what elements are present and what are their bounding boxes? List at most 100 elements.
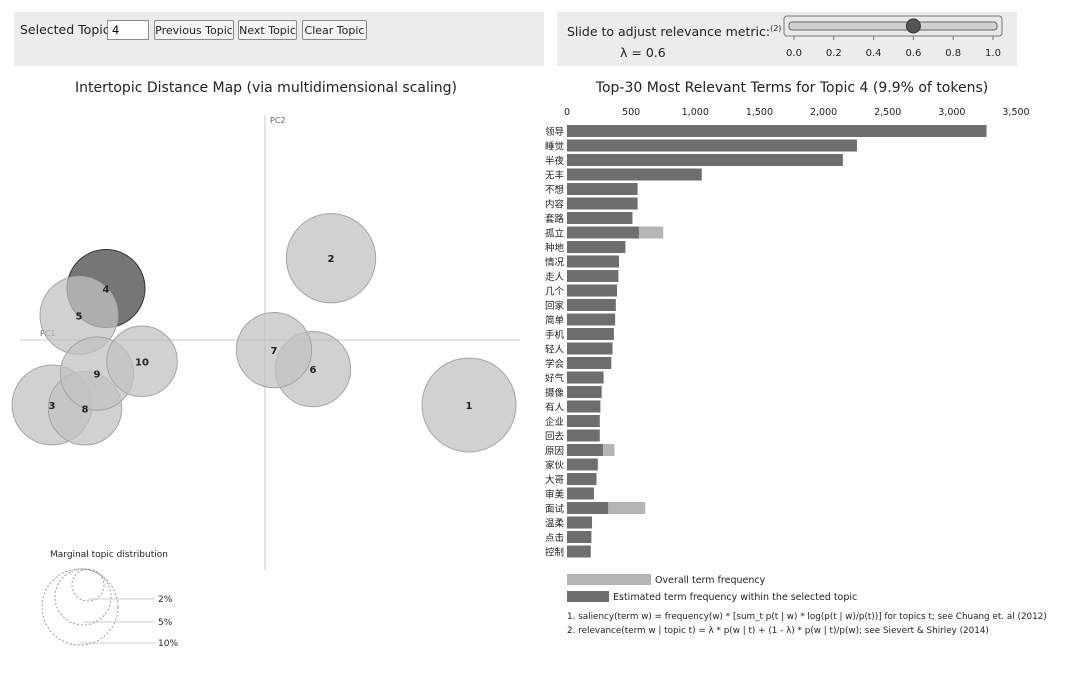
topic-label-5: 5 (76, 311, 83, 322)
term-label[interactable]: 审美 (545, 489, 564, 501)
term-label[interactable]: 控制 (545, 547, 564, 559)
next-topic-button[interactable]: Next Topic (238, 20, 297, 40)
bar-topic[interactable] (567, 531, 592, 543)
bar-topic[interactable] (567, 154, 843, 166)
bar-topic[interactable] (567, 183, 638, 195)
term-label[interactable]: 大哥 (545, 474, 564, 486)
term-label[interactable]: 回去 (545, 431, 564, 443)
bar-topic[interactable] (567, 255, 619, 268)
topic-label-3: 3 (49, 401, 56, 412)
term-label[interactable]: 手机 (545, 329, 564, 341)
term-label[interactable]: 面试 (545, 503, 564, 515)
bar-topic[interactable] (567, 473, 597, 485)
topic-circle-10[interactable] (106, 325, 178, 398)
x-tick-label: 0 (564, 107, 570, 118)
bar-topic[interactable] (567, 270, 619, 282)
topic-label-8: 8 (82, 404, 89, 415)
bar-topic[interactable] (567, 139, 857, 152)
x-tick-label: 1,000 (682, 107, 709, 118)
bar-topic[interactable] (567, 458, 598, 471)
term-label[interactable]: 内容 (545, 199, 564, 211)
bar-topic[interactable] (567, 429, 600, 442)
slider-tick-label: 1.0 (985, 48, 1001, 59)
bar-topic[interactable] (567, 444, 603, 456)
term-label[interactable]: 好气 (545, 373, 564, 385)
term-label[interactable]: 企业 (545, 416, 564, 428)
bar-topic[interactable] (567, 545, 591, 558)
relevance-slider[interactable]: 0.0 0.2 0.4 0.6 0.8 1.0 (557, 12, 1017, 66)
term-label[interactable]: 所有人 (545, 402, 564, 414)
bar-topic[interactable] (567, 125, 987, 137)
slider-tick-label: 0.6 (905, 48, 921, 59)
bar-topic[interactable] (567, 168, 702, 181)
slider-tick-label: 0.4 (866, 48, 882, 59)
bar-topic[interactable] (567, 342, 613, 355)
term-label[interactable]: 大半夜 (545, 155, 564, 167)
bar-topic[interactable] (567, 502, 609, 514)
term-label[interactable]: 睡觉 (545, 141, 564, 153)
bar-topic[interactable] (567, 386, 602, 398)
marginal-legend: 2% 5% 10% (41, 568, 178, 649)
bar-topic[interactable] (567, 357, 612, 369)
term-label[interactable]: 回家 (545, 300, 564, 312)
topic-label-6: 6 (310, 365, 317, 376)
footnote-saliency: 1. saliency(term w) = frequency(w) * [su… (567, 612, 1047, 622)
x-tick-label: 2,000 (810, 107, 837, 118)
term-label[interactable]: 走人 (545, 272, 564, 283)
bar-topic[interactable] (567, 400, 601, 413)
topic-label-10: 10 (135, 357, 149, 368)
term-label[interactable]: 年轻人 (545, 344, 564, 356)
term-label[interactable]: 无丰 (545, 170, 564, 182)
term-label[interactable]: 简单 (545, 315, 564, 327)
bar-topic[interactable] (567, 241, 626, 253)
legend-topic-swatch (567, 591, 609, 602)
bar-topic[interactable] (567, 212, 633, 224)
term-label[interactable]: 不想 (545, 184, 564, 196)
slider-footnote-ref: (2) (770, 24, 782, 33)
term-label[interactable]: 几个 (545, 287, 564, 298)
term-label[interactable]: 好家伙 (545, 460, 564, 472)
relevance-slider-panel: Slide to adjust relevance metric:(2) λ =… (557, 12, 1017, 66)
term-label[interactable]: 情况 (545, 257, 564, 269)
legend-5pct: 5% (158, 618, 173, 628)
topic-control-panel: Selected Topic: Previous Topic Next Topi… (14, 12, 544, 66)
intertopic-distance-map: Intertopic Distance Map (via multidimens… (11, 80, 520, 649)
x-tick-label: 3,000 (938, 107, 965, 118)
bar-topic[interactable] (567, 371, 604, 384)
term-label[interactable]: 学会 (545, 358, 564, 370)
previous-topic-button[interactable]: Previous Topic (154, 20, 234, 40)
slider-tick-label: 0.8 (945, 48, 961, 59)
term-label[interactable]: 套路 (545, 213, 564, 225)
legend-10pct: 10% (158, 639, 178, 649)
topic-circle-1[interactable] (421, 357, 517, 453)
bar-topic[interactable] (567, 197, 638, 210)
bar-topic[interactable] (567, 313, 616, 326)
bar-topic[interactable] (567, 299, 616, 311)
bar-topic[interactable] (567, 415, 600, 427)
bar-topic[interactable] (567, 284, 618, 297)
bar-topic[interactable] (567, 328, 614, 340)
term-label[interactable]: 领导 (545, 126, 564, 138)
topic-label-7: 7 (271, 346, 278, 357)
slider-track[interactable] (788, 21, 998, 31)
x-tick-label: 3,500 (1002, 107, 1029, 118)
topic-label-2: 2 (328, 254, 335, 265)
term-label[interactable]: 点击 (545, 532, 564, 544)
bar-topic[interactable] (567, 487, 594, 500)
slider-tick-label: 0.2 (826, 48, 842, 59)
term-label[interactable]: 种地 (545, 242, 564, 254)
slider-handle[interactable] (905, 18, 921, 34)
topic-circle-7[interactable] (235, 311, 313, 389)
slider-tick-label: 0.0 (786, 48, 802, 59)
term-label[interactable]: 孤立 (545, 228, 564, 240)
lambda-value: λ = 0.6 (620, 45, 666, 60)
term-label[interactable]: 原因 (545, 446, 564, 457)
topic-circle-2[interactable] (285, 213, 377, 304)
term-label[interactable]: 摄像 (545, 387, 564, 399)
bar-topic[interactable] (567, 516, 593, 529)
pc2-label: PC2 (270, 116, 286, 125)
bar-topic[interactable] (567, 226, 639, 239)
term-label[interactable]: 温柔 (545, 519, 564, 530)
clear-topic-button[interactable]: Clear Topic (302, 20, 367, 40)
selected-topic-input[interactable] (107, 20, 149, 40)
